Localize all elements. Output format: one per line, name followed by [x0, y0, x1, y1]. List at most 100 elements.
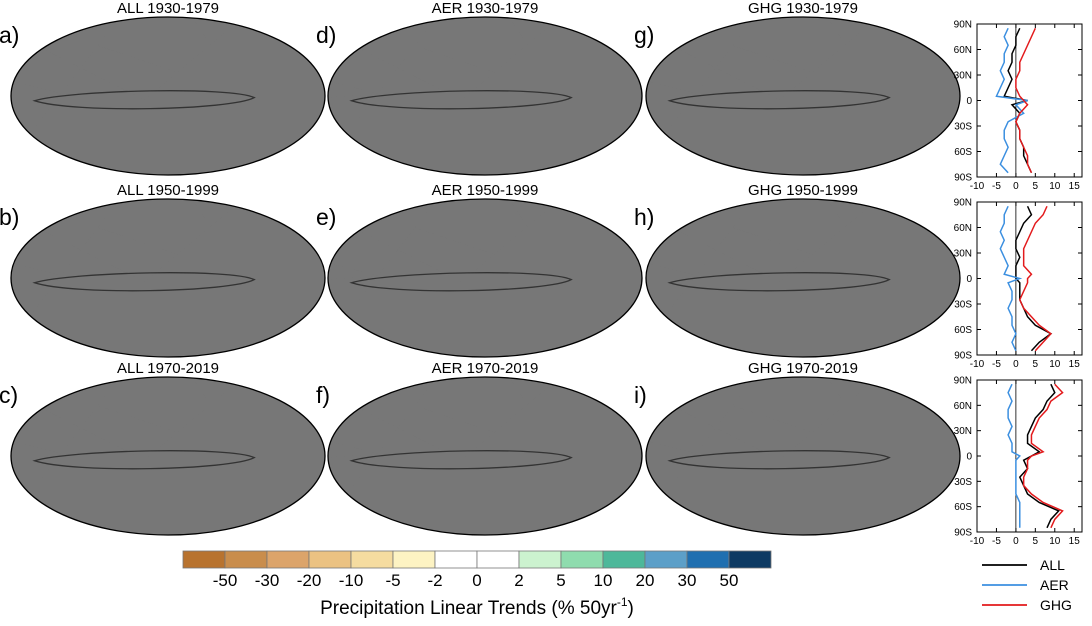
colorbar-label: 5: [556, 571, 565, 590]
y-tick-label: 0: [966, 96, 972, 107]
colorbar-box: [728, 550, 772, 569]
colorbar-box: [560, 550, 604, 569]
x-tick-label: 5: [1033, 536, 1039, 547]
coastline: [353, 211, 601, 348]
map-frame: [645, 198, 961, 358]
map-field: [328, 199, 642, 357]
series-line-aer: [1007, 383, 1021, 528]
coastline: [671, 211, 919, 348]
zonal-mean-plot: 90N 60N 30N 0 30S 60S 90S-10 -5 0 5 10 15: [954, 20, 1083, 192]
y-tick-label: 60N: [954, 45, 972, 56]
map-frame: [327, 376, 643, 536]
x-tick-label: -10: [970, 359, 985, 370]
map-panel: ALL 1930-1979 a): [0, 0, 326, 176]
series-line-ghg: [1015, 27, 1037, 174]
map-panel: ALL 1950-1999 b): [0, 182, 326, 358]
coastline: [353, 389, 601, 526]
colorbar-label: -2: [427, 571, 442, 590]
continents: [36, 211, 284, 348]
continents: [671, 29, 919, 166]
y-tick-label: 60S: [954, 502, 972, 513]
legend-label: AER: [1040, 577, 1069, 593]
panel-letter: h): [634, 204, 654, 230]
legend: ALL AER GHG: [982, 557, 1072, 613]
colorbar-title-end: ): [628, 598, 634, 619]
colorbar-label: 20: [636, 571, 655, 590]
colorbar-box: [644, 550, 688, 569]
map-title: ALL 1970-2019: [117, 360, 219, 377]
panel-letter: f): [316, 382, 330, 408]
zonal-mean-plot: 90N 60N 30N 0 30S 60S 90S-10 -5 0 5 10 15: [954, 198, 1083, 370]
map-title: ALL 1950-1999: [117, 182, 219, 199]
map-panel: AER 1950-1999 e): [316, 182, 643, 358]
y-tick-label: 30S: [954, 122, 972, 133]
x-tick-label: 10: [1049, 536, 1061, 547]
map-frame: [10, 198, 326, 358]
x-tick-label: 15: [1069, 181, 1081, 192]
climatology-contour: [32, 450, 256, 470]
x-tick-label: 0: [1013, 536, 1019, 547]
map-title: GHG 1970-2019: [748, 360, 858, 377]
map-panel: AER 1970-2019 f): [316, 360, 643, 536]
map-title: GHG 1930-1979: [748, 0, 858, 17]
y-tick-label: 90N: [954, 198, 972, 209]
colorbar-box: [266, 550, 310, 569]
x-tick-label: -5: [992, 181, 1001, 192]
y-tick-label: 30N: [954, 426, 972, 437]
map-field: [328, 17, 642, 175]
colorbar-label: 0: [472, 571, 481, 590]
coastline: [353, 29, 601, 166]
panel-letter: a): [0, 22, 19, 48]
map-title: ALL 1930-1979: [117, 0, 219, 17]
colorbar-title-superscript: -1: [617, 595, 628, 609]
colorbar-box: [350, 550, 394, 569]
series-line-all: [1015, 205, 1053, 352]
colorbar-label: 50: [720, 571, 739, 590]
series-line-ghg: [1022, 383, 1064, 529]
climatology-contour: [349, 272, 573, 292]
colorbar-box: [182, 550, 226, 569]
panel-letter: g): [634, 22, 654, 48]
colorbar-label: 30: [678, 571, 697, 590]
map-title: AER 1970-2019: [432, 360, 539, 377]
y-tick-label: 90N: [954, 20, 972, 31]
y-tick-label: 90S: [954, 173, 972, 184]
colorbar-label: -20: [297, 571, 322, 590]
map-field: [11, 199, 325, 357]
colorbar-box: [224, 550, 268, 569]
legend-label: GHG: [1040, 597, 1072, 613]
coastline: [36, 389, 284, 526]
map-field: [11, 377, 325, 535]
series-line-ghg: [1018, 205, 1053, 352]
continents: [36, 29, 284, 166]
coastline: [671, 29, 919, 166]
x-tick-label: 0: [1013, 359, 1019, 370]
map-panel: GHG 1970-2019 i): [634, 360, 961, 536]
map-field: [646, 377, 960, 535]
coastline: [36, 211, 284, 348]
x-tick-label: 10: [1049, 359, 1061, 370]
climatology-contour: [667, 272, 891, 292]
continents: [36, 389, 284, 526]
map-field: [11, 17, 325, 175]
colorbar-box: [476, 550, 520, 569]
series-line-aer: [999, 205, 1023, 352]
y-tick-label: 30N: [954, 71, 972, 82]
colorbar-label: 2: [514, 571, 523, 590]
colorbar-label: -10: [339, 571, 364, 590]
colorbar: -50 -30 -20 -10 -5 -2 0 2 5 10 20 30 50Precipitation…: [182, 550, 772, 619]
legend-label: ALL: [1040, 557, 1065, 573]
continents: [353, 389, 601, 526]
map-field: [328, 377, 642, 535]
plot-frame: [976, 379, 1083, 533]
map-frame: [10, 376, 326, 536]
x-tick-label: 0: [1013, 181, 1019, 192]
climatology-contour: [349, 450, 573, 470]
map-frame: [327, 198, 643, 358]
climatology-contour: [32, 272, 256, 292]
x-tick-label: 5: [1033, 181, 1039, 192]
map-field: [646, 199, 960, 357]
colorbar-box: [602, 550, 646, 569]
map-field: [646, 17, 960, 175]
